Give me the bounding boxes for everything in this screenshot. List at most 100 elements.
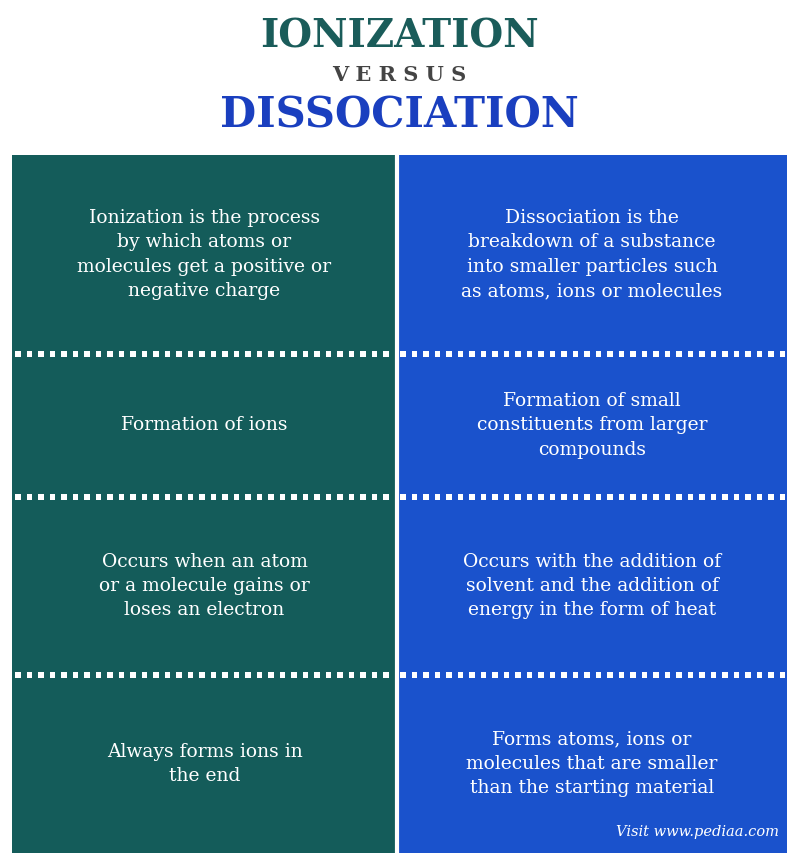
Bar [654, 494, 658, 499]
Bar [561, 494, 566, 499]
Text: Formation of ions: Formation of ions [121, 417, 288, 435]
Bar [268, 351, 274, 356]
Bar [527, 494, 532, 499]
Bar [222, 351, 228, 356]
Bar [314, 672, 320, 678]
Bar [411, 351, 417, 356]
Bar [153, 351, 159, 356]
Bar [469, 494, 475, 499]
Bar [607, 672, 613, 678]
Bar [280, 494, 285, 499]
Bar [722, 672, 728, 678]
Bar [222, 672, 228, 678]
Bar [688, 494, 694, 499]
Bar [96, 672, 101, 678]
Bar [481, 672, 487, 678]
Text: Visit www.pediaa.com: Visit www.pediaa.com [616, 825, 779, 839]
Bar [62, 494, 67, 499]
Bar [62, 351, 67, 356]
Bar [676, 494, 682, 499]
Bar [654, 351, 658, 356]
Bar [423, 672, 429, 678]
Bar [688, 672, 694, 678]
Bar [481, 494, 487, 499]
Bar [303, 672, 308, 678]
Bar [303, 351, 308, 356]
Bar [372, 351, 377, 356]
Bar [722, 494, 728, 499]
Bar [211, 494, 217, 499]
Bar [384, 494, 389, 499]
Bar [222, 494, 228, 499]
Bar [458, 672, 463, 678]
Bar [314, 494, 320, 499]
Bar [423, 351, 429, 356]
Bar [458, 351, 463, 356]
Bar [245, 351, 251, 356]
Text: V E R S U S: V E R S U S [332, 65, 467, 85]
Bar [435, 672, 440, 678]
Bar [400, 494, 406, 499]
Bar [372, 672, 377, 678]
Bar [384, 351, 389, 356]
Bar [550, 672, 555, 678]
Bar [423, 494, 429, 499]
Bar [26, 494, 32, 499]
Bar [326, 672, 332, 678]
Bar [73, 494, 78, 499]
Bar [188, 494, 193, 499]
Bar [303, 494, 308, 499]
Bar [62, 672, 67, 678]
Bar [745, 351, 751, 356]
Bar [50, 494, 55, 499]
Bar [280, 672, 285, 678]
Bar [745, 672, 751, 678]
Bar [711, 351, 716, 356]
Bar [73, 351, 78, 356]
Bar [573, 351, 578, 356]
Bar [165, 494, 170, 499]
Bar [50, 351, 55, 356]
Bar [676, 672, 682, 678]
Bar [337, 494, 343, 499]
Bar [177, 494, 181, 499]
Bar [38, 494, 44, 499]
Bar [153, 672, 159, 678]
Bar [38, 672, 44, 678]
Bar [665, 351, 670, 356]
Bar [348, 351, 354, 356]
Bar [769, 351, 773, 356]
Bar [527, 672, 532, 678]
Bar [360, 672, 366, 678]
Bar [199, 351, 205, 356]
Bar [119, 351, 125, 356]
Bar [234, 494, 239, 499]
Bar [384, 672, 389, 678]
Bar [539, 351, 544, 356]
Bar [745, 494, 751, 499]
Bar [539, 672, 544, 678]
Bar [84, 351, 89, 356]
Bar [15, 351, 21, 356]
Bar [38, 351, 44, 356]
Bar [550, 351, 555, 356]
Bar [130, 494, 136, 499]
Bar [607, 494, 613, 499]
Bar [469, 672, 475, 678]
Bar [26, 351, 32, 356]
Bar [141, 351, 147, 356]
Bar [400, 351, 406, 356]
Bar [141, 494, 147, 499]
Bar [234, 351, 239, 356]
Bar [515, 494, 521, 499]
Bar [561, 351, 566, 356]
Bar [400, 672, 406, 678]
Bar [84, 494, 89, 499]
Bar [73, 672, 78, 678]
Bar [780, 672, 785, 678]
Bar [107, 672, 113, 678]
Bar [435, 494, 440, 499]
Bar [411, 672, 417, 678]
Bar [503, 672, 509, 678]
Bar [733, 494, 739, 499]
